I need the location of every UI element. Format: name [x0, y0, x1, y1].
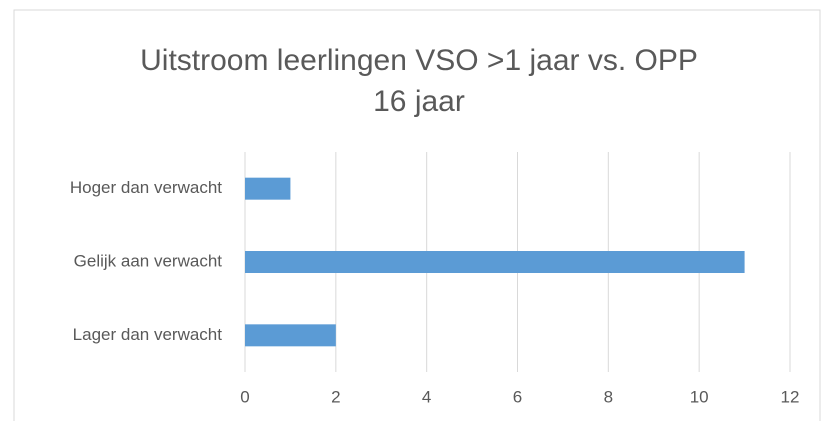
y-tick-label: Lager dan verwacht	[73, 325, 223, 344]
chart-title: Uitstroom leerlingen VSO >1 jaar vs. OPP	[140, 44, 698, 77]
x-tick-label: 12	[781, 387, 800, 406]
x-tick-label: 10	[690, 387, 709, 406]
chart-title: 16 jaar	[373, 85, 465, 118]
bar	[245, 251, 745, 273]
x-tick-label: 6	[513, 387, 522, 406]
x-tick-label: 4	[422, 387, 431, 406]
y-tick-label: Hoger dan verwacht	[70, 178, 222, 197]
bar	[245, 177, 291, 200]
x-tick-label: 8	[604, 387, 613, 406]
chart-border	[13, 9, 821, 421]
bar	[245, 324, 336, 347]
x-tick-label: 0	[240, 387, 249, 406]
x-tick-label: 2	[331, 387, 340, 406]
y-tick-label: Gelijk aan verwacht	[74, 251, 223, 270]
